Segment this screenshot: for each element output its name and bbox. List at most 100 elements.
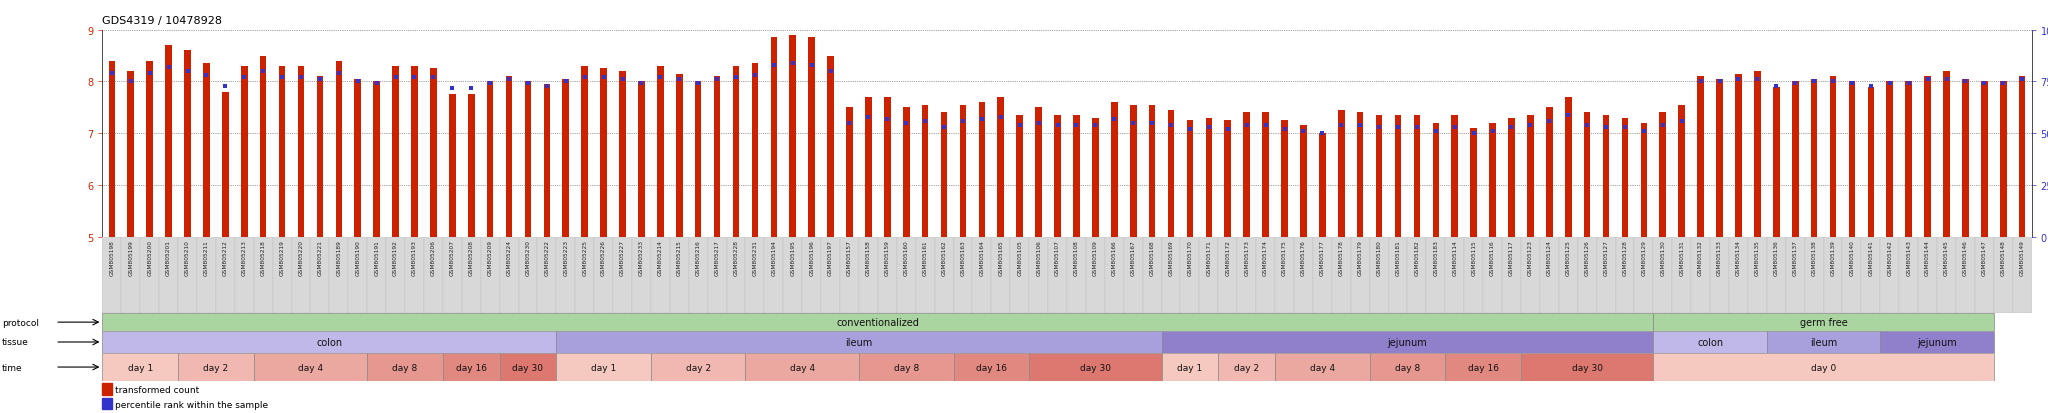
Bar (782, 237, 803, 313)
Point (758, 62, 791, 69)
Bar (1452, 116, 1458, 237)
Point (985, 114, 1018, 121)
Point (1647, 122, 1679, 129)
Bar (1980, 82, 1989, 237)
Bar (178, 353, 254, 381)
Bar (1546, 108, 1552, 237)
Bar (1470, 129, 1477, 237)
Point (1911, 77, 1944, 83)
Text: GSM805233: GSM805233 (639, 240, 643, 275)
Bar (1522, 353, 1653, 381)
Bar (1829, 77, 1837, 237)
Text: day 16: day 16 (457, 363, 487, 372)
Text: GSM805105: GSM805105 (1018, 240, 1022, 275)
Bar (973, 237, 991, 313)
Point (1098, 116, 1130, 123)
Bar (745, 237, 764, 313)
Bar (2019, 77, 2025, 237)
Bar (430, 69, 436, 237)
Bar (1161, 237, 1180, 313)
Text: GSM805127: GSM805127 (1604, 240, 1608, 275)
Bar (330, 237, 348, 313)
Point (397, 75, 430, 81)
Point (285, 75, 317, 81)
Bar (618, 72, 627, 237)
Text: GSM805183: GSM805183 (1434, 240, 1438, 275)
Point (322, 71, 354, 77)
Bar (487, 82, 494, 237)
Bar (1653, 331, 1767, 353)
Bar (102, 353, 178, 381)
Text: day 2: day 2 (1235, 363, 1260, 372)
Bar (178, 237, 197, 313)
Text: GSM805189: GSM805189 (336, 240, 342, 275)
Point (889, 120, 922, 127)
Point (1835, 81, 1868, 88)
Bar (1659, 113, 1667, 237)
Bar (1036, 108, 1042, 237)
Point (1722, 77, 1755, 83)
Bar (203, 64, 209, 237)
Point (1155, 122, 1188, 129)
Text: GSM805219: GSM805219 (281, 240, 285, 275)
Bar (1104, 237, 1124, 313)
Point (1665, 118, 1698, 125)
Bar (442, 353, 500, 381)
Point (1438, 124, 1470, 131)
Point (473, 81, 506, 88)
Point (834, 120, 866, 127)
Bar (215, 237, 236, 313)
Point (1929, 77, 1962, 83)
Bar (236, 237, 254, 313)
Text: GSM805210: GSM805210 (184, 240, 190, 275)
Bar (1110, 103, 1118, 237)
Bar (442, 237, 461, 313)
Text: GSM805216: GSM805216 (696, 240, 700, 275)
Point (246, 69, 279, 75)
Text: GSM805171: GSM805171 (1206, 240, 1210, 275)
Bar (1540, 237, 1559, 313)
Point (606, 77, 639, 83)
Bar (1010, 237, 1030, 313)
Point (436, 85, 469, 92)
Point (928, 124, 961, 131)
Text: GSM805206: GSM805206 (430, 240, 436, 275)
Point (190, 73, 223, 79)
Text: GSM805196: GSM805196 (809, 240, 815, 275)
Bar (764, 237, 782, 313)
Bar (1528, 116, 1534, 237)
Text: day 4: day 4 (1311, 363, 1335, 372)
Bar (1956, 237, 1974, 313)
Bar (481, 237, 500, 313)
Point (1137, 120, 1169, 127)
Bar (139, 237, 160, 313)
Bar (121, 237, 139, 313)
Bar (1370, 237, 1389, 313)
Bar (1489, 123, 1495, 237)
Point (379, 75, 412, 81)
Bar (594, 237, 612, 313)
Bar (1937, 237, 1956, 313)
Text: GSM805163: GSM805163 (961, 240, 965, 275)
Point (494, 77, 526, 83)
Bar (991, 237, 1010, 313)
Bar (373, 82, 381, 237)
Bar (557, 237, 575, 313)
Point (1004, 122, 1036, 129)
Bar (879, 237, 897, 313)
Bar (809, 38, 815, 237)
Bar (954, 353, 1030, 381)
Bar (1389, 237, 1407, 313)
Bar (639, 82, 645, 237)
Bar (1692, 237, 1710, 313)
Text: GSM805131: GSM805131 (1679, 240, 1683, 275)
Bar (1352, 237, 1370, 313)
Bar (864, 98, 872, 237)
Text: day 30: day 30 (1079, 363, 1110, 372)
Bar (954, 237, 973, 313)
Text: tissue: tissue (2, 338, 29, 347)
Bar (1030, 353, 1161, 381)
Bar (1413, 116, 1419, 237)
Text: protocol: protocol (2, 318, 39, 327)
Text: GSM805166: GSM805166 (1112, 240, 1116, 275)
